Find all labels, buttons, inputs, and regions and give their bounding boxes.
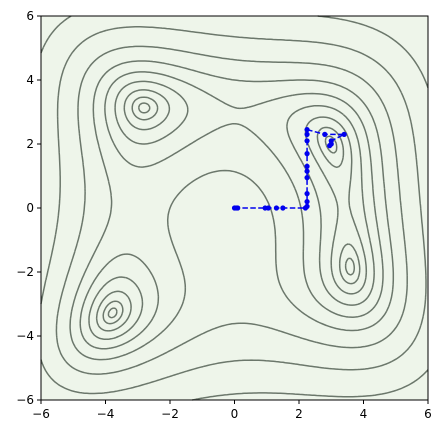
path-point (235, 205, 241, 211)
path-point (341, 131, 347, 137)
contour-line (55, 45, 408, 375)
y-tick-label: 4 (26, 73, 34, 87)
path-point (304, 203, 310, 209)
path-point (273, 205, 280, 211)
y-tick-label: 0 (26, 201, 34, 215)
path-point (304, 127, 310, 133)
y-tick-label: 2 (26, 137, 34, 151)
contour-line (95, 89, 368, 332)
y-tick-label: −4 (16, 329, 34, 343)
path-point (280, 205, 286, 211)
path-point (304, 191, 310, 197)
x-tick-label: 2 (295, 407, 303, 421)
contour-line (40, 26, 427, 395)
x-tick-label: 6 (424, 407, 432, 421)
path-point (304, 199, 310, 205)
path-point (265, 205, 271, 211)
x-tick-label: 0 (231, 407, 239, 421)
contour-line (102, 96, 361, 325)
y-tick-label: −2 (16, 265, 34, 279)
path-point (327, 143, 333, 149)
contour-line (79, 71, 384, 350)
plot-area (40, 15, 429, 401)
path-point (304, 138, 310, 144)
path-point (304, 151, 310, 157)
path-point (322, 131, 328, 137)
y-tick-label: −6 (16, 393, 34, 407)
path-point (304, 163, 310, 169)
path-point (304, 131, 310, 137)
y-tick-label: 6 (26, 9, 34, 23)
x-tick-label: −6 (32, 407, 50, 421)
contour-line (69, 60, 395, 361)
path-point (304, 168, 310, 174)
x-tick-label: −2 (161, 407, 179, 421)
x-tick-label: −4 (97, 407, 115, 421)
x-tick-label: 4 (360, 407, 368, 421)
contour-line (107, 102, 356, 319)
path-point (304, 175, 310, 181)
